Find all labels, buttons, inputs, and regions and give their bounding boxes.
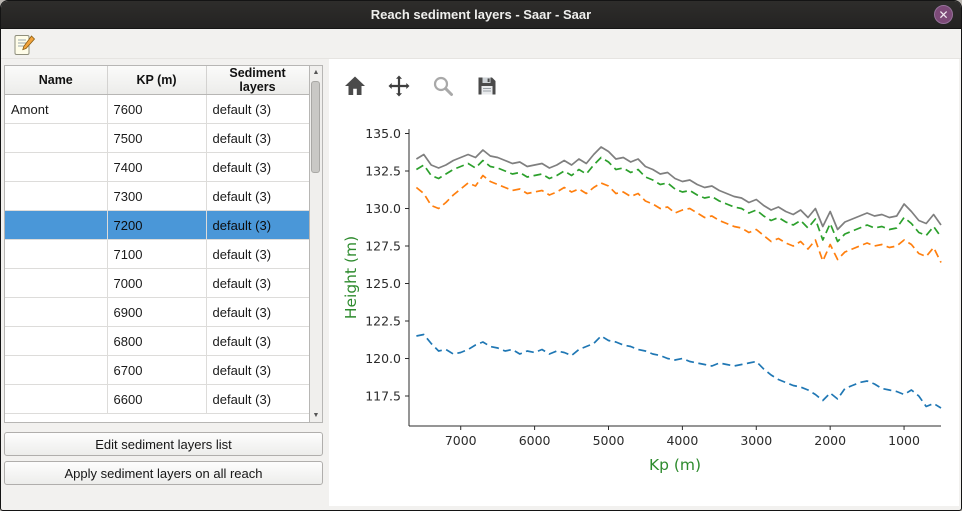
x-tick-label: 7000 [445,433,477,448]
table-body: Amont 7600 default (3) 7500 default (3) 7400 d… [5,94,310,414]
cell-kp[interactable]: 7000 [107,268,207,298]
cell-layers[interactable]: default (3) [206,268,310,298]
x-tick-label: 3000 [740,433,772,448]
edit-sediment-layers-button[interactable]: Edit sediment layers list [4,432,323,456]
cell-name[interactable] [5,355,108,385]
table-row[interactable]: 6600 default (3) [5,384,310,414]
cell-layers[interactable]: default (3) [206,326,310,356]
col-header-sediment-layers[interactable]: Sediment layers [206,66,310,95]
series-line [415,174,942,263]
titlebar[interactable]: Reach sediment layers - Saar - Saar ✕ [1,1,961,29]
figure-panel: 7000 6000 5000 4000 3000 2000 1000 117.5 120.0 12… [329,59,959,506]
cell-name[interactable] [5,123,108,153]
x-tick-label: 6000 [519,433,551,448]
table-row[interactable]: 7100 default (3) [5,239,310,269]
cell-kp[interactable]: 6700 [107,355,207,385]
edit-sediment-toolbar-button[interactable] [11,32,37,58]
cell-layers[interactable]: default (3) [206,123,310,153]
cell-name[interactable] [5,384,108,414]
series-line [416,333,942,409]
y-tick-label: 117.5 [365,389,401,404]
scroll-up-icon[interactable]: ▲ [312,69,320,76]
cell-name[interactable] [5,181,108,211]
y-tick-label: 127.5 [365,239,401,254]
cell-kp[interactable]: 7100 [107,239,207,269]
apply-sediment-layers-button[interactable]: Apply sediment layers on all reach [4,461,323,485]
zoom-button[interactable] [427,71,458,102]
y-tick-label: 130.0 [365,201,401,216]
cell-layers[interactable]: default (3) [206,181,310,211]
note-pencil-icon [14,35,36,55]
series-line [415,156,942,243]
y-tick-label: 135.0 [365,126,401,141]
y-tick-label: 132.5 [365,164,401,179]
table-row[interactable]: 7200 default (3) [5,210,310,240]
cell-layers[interactable]: default (3) [206,239,310,269]
x-tick-label: 4000 [666,433,698,448]
home-button[interactable] [339,71,370,102]
table-row[interactable]: 7300 default (3) [5,181,310,211]
y-tick-label: 120.0 [365,351,401,366]
sections-table: Name KP (m) Sediment layers Amont 7600 def… [5,66,310,414]
cell-layers[interactable]: default (3) [206,384,310,414]
cell-kp[interactable]: 6900 [107,297,207,327]
close-icon: ✕ [938,7,949,22]
magnifier-icon [433,76,453,96]
cell-layers[interactable]: default (3) [206,94,310,124]
x-tick-label: 1000 [888,433,920,448]
y-axis-label: Height (m) [342,236,360,319]
pan-button[interactable] [383,71,414,102]
floppy-save-icon [478,77,495,95]
cell-kp[interactable]: 6800 [107,326,207,356]
table-row[interactable]: 7000 default (3) [5,268,310,298]
cell-kp[interactable]: 6600 [107,384,207,414]
app-toolbar [1,30,961,59]
x-tick-label: 5000 [593,433,625,448]
x-tick-label: 2000 [814,433,846,448]
y-tick-label: 122.5 [365,314,401,329]
table-row[interactable]: 6700 default (3) [5,355,310,385]
table-row[interactable]: 7400 default (3) [5,152,310,182]
cell-name[interactable] [5,152,108,182]
cell-kp[interactable]: 7300 [107,181,207,211]
cell-name[interactable] [5,268,108,298]
cell-name[interactable] [5,210,108,240]
cell-kp[interactable]: 7400 [107,152,207,182]
cell-layers[interactable]: default (3) [206,152,310,182]
table-header-row: Name KP (m) Sediment layers [5,66,310,95]
col-header-kp[interactable]: KP (m) [107,66,207,95]
chart-canvas[interactable]: 7000 6000 5000 4000 3000 2000 1000 117.5 120.0 12… [341,111,956,489]
move-arrows-icon [388,75,409,97]
cell-layers[interactable]: default (3) [206,297,310,327]
table-row[interactable]: Amont 7600 default (3) [5,94,310,124]
cell-layers[interactable]: default (3) [206,210,310,240]
col-header-name[interactable]: Name [5,66,108,95]
table-row[interactable]: 6900 default (3) [5,297,310,327]
cell-name[interactable] [5,297,108,327]
close-button[interactable]: ✕ [934,5,953,24]
plot-toolbar [339,71,502,102]
cell-name[interactable]: Amont [5,94,108,124]
x-axis-label: Kp (m) [649,456,701,474]
series-line [415,146,942,231]
cell-kp[interactable]: 7200 [107,210,207,240]
y-tick-label: 125.0 [365,276,401,291]
cell-kp[interactable]: 7600 [107,94,207,124]
window-title: Reach sediment layers - Saar - Saar [370,7,592,22]
table-scrollbar[interactable]: ▲ ▼ [309,66,322,422]
table-row[interactable]: 7500 default (3) [5,123,310,153]
scroll-down-icon[interactable]: ▼ [312,412,320,419]
scrollbar-handle[interactable] [311,81,320,173]
cell-layers[interactable]: default (3) [206,355,310,385]
cross-sections-table: Name KP (m) Sediment layers Amont 7600 def… [4,65,323,423]
cell-kp[interactable]: 7500 [107,123,207,153]
cell-name[interactable] [5,326,108,356]
home-icon [344,76,365,95]
save-button[interactable] [471,71,502,102]
table-row[interactable]: 6800 default (3) [5,326,310,356]
cell-name[interactable] [5,239,108,269]
